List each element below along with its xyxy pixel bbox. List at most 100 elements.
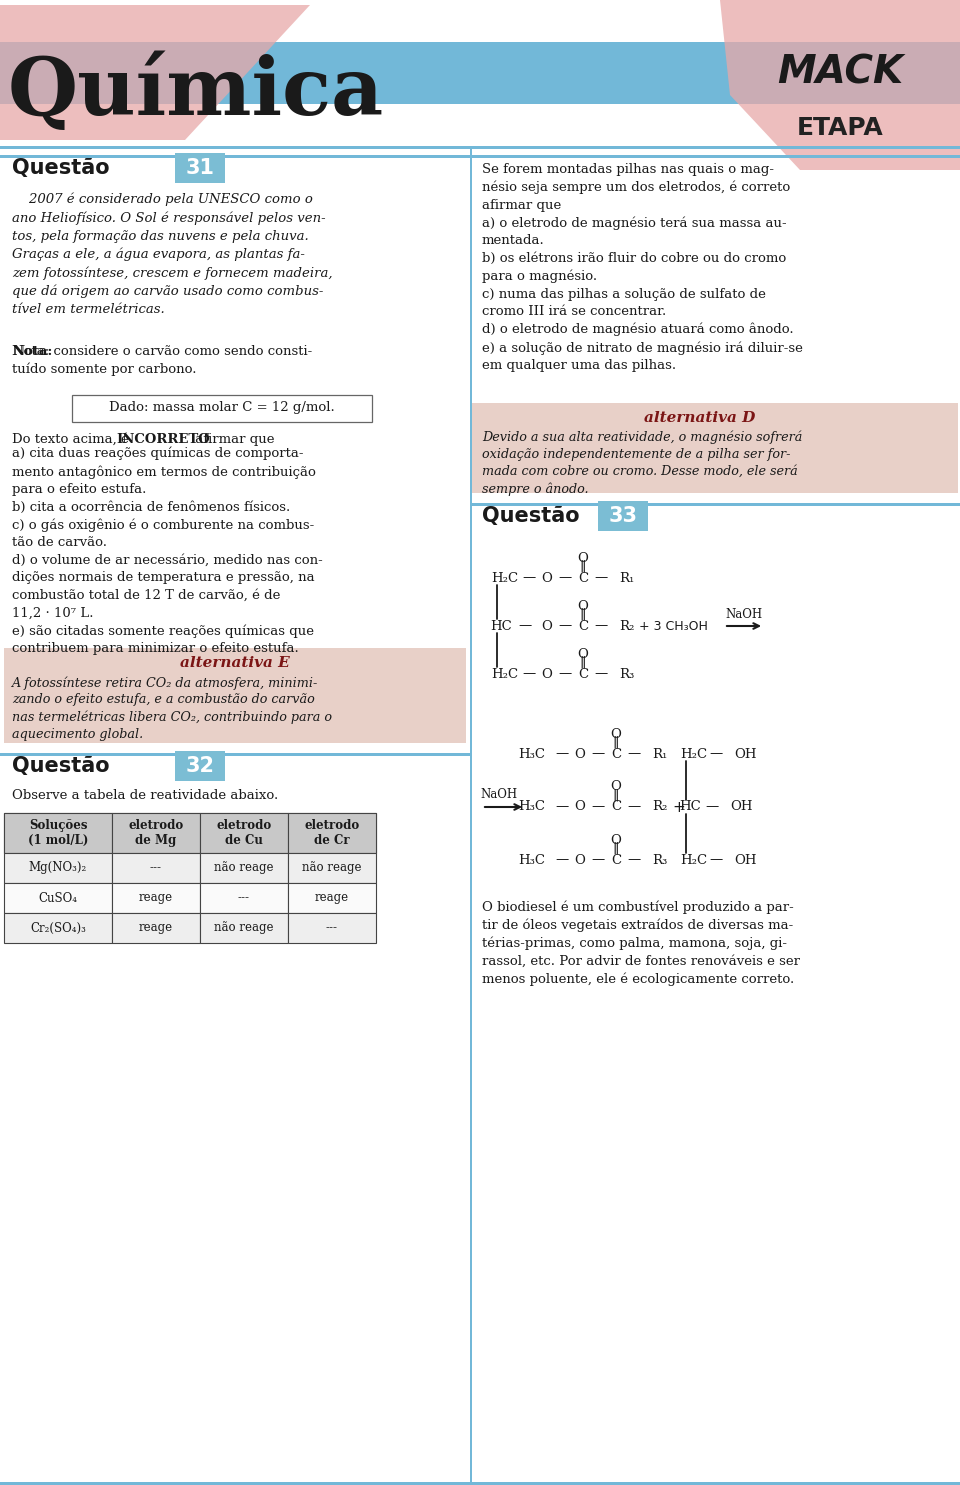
Text: INCORRETO: INCORRETO (116, 434, 209, 445)
Bar (0, 753, 470, 756)
Text: O: O (575, 854, 586, 867)
Text: —: — (559, 572, 571, 585)
Text: O: O (578, 551, 588, 564)
Bar (288, 812, 376, 852)
Bar (598, 500, 648, 532)
Polygon shape (0, 4, 310, 140)
Text: Questão: Questão (12, 157, 109, 178)
Text: ETAPA: ETAPA (797, 116, 883, 140)
Text: 33: 33 (609, 506, 637, 526)
Text: H₂C: H₂C (492, 572, 518, 585)
Bar (200, 812, 288, 852)
Bar (0, 146, 960, 148)
Text: R₂: R₂ (619, 619, 635, 633)
Text: C: C (578, 667, 588, 680)
Text: ‖: ‖ (580, 607, 587, 621)
Text: O: O (541, 619, 552, 633)
Text: ‖: ‖ (612, 789, 619, 802)
Text: —: — (591, 854, 605, 867)
Text: —: — (594, 619, 608, 633)
Text: C: C (578, 619, 588, 633)
Text: ---: --- (238, 891, 250, 904)
Text: ‖: ‖ (580, 655, 587, 668)
Text: —: — (518, 619, 532, 633)
Text: eletrodo
de Cr: eletrodo de Cr (304, 820, 360, 846)
Text: NaOH: NaOH (480, 789, 517, 802)
Text: O: O (575, 800, 586, 814)
Text: +: + (672, 799, 684, 814)
Text: Questão: Questão (12, 756, 109, 777)
Bar (470, 503, 960, 506)
Bar (472, 402, 958, 493)
Text: —: — (709, 854, 723, 867)
Text: —: — (556, 747, 568, 760)
Bar (112, 913, 200, 943)
Text: O: O (611, 781, 621, 793)
Bar (0, 1482, 960, 1485)
Text: 2007 é considerado pela UNESCO como o
ano Heliofísico. O Sol é responsável pelos: 2007 é considerado pela UNESCO como o an… (12, 193, 332, 316)
Text: —: — (522, 572, 536, 585)
Text: —: — (709, 747, 723, 760)
Text: alternativa D: alternativa D (644, 411, 756, 425)
Text: Questão: Questão (482, 506, 580, 526)
Text: + 3 CH₃OH: + 3 CH₃OH (639, 619, 708, 633)
Bar (4, 852, 112, 884)
Text: OH: OH (734, 747, 756, 760)
Bar (0, 42, 960, 104)
Text: H₃C: H₃C (518, 854, 545, 867)
Text: MACK: MACK (777, 53, 903, 91)
Text: H₃C: H₃C (518, 747, 545, 760)
Text: R₁: R₁ (619, 572, 635, 585)
Text: ‖: ‖ (580, 560, 587, 573)
Bar (175, 751, 225, 781)
Text: —: — (591, 747, 605, 760)
Text: ---: --- (326, 922, 338, 934)
Text: O biodiesel é um combustível produzido a par-
tir de óleos vegetais extraídos de: O biodiesel é um combustível produzido a… (482, 900, 800, 986)
Text: ‖: ‖ (612, 842, 619, 854)
Text: Cr₂(SO₄)₃: Cr₂(SO₄)₃ (30, 922, 86, 934)
Text: O: O (611, 728, 621, 741)
Text: Soluções
(1 mol/L): Soluções (1 mol/L) (28, 820, 88, 846)
Bar (112, 812, 200, 852)
Text: —: — (594, 667, 608, 680)
Text: O: O (611, 833, 621, 846)
Text: OH: OH (734, 854, 756, 867)
Text: reage: reage (139, 891, 173, 904)
Text: A fotossíntese retira CO₂ da atmosfera, minimi-
zando o efeito estufa, e a combu: A fotossíntese retira CO₂ da atmosfera, … (12, 676, 332, 741)
Text: O: O (578, 600, 588, 612)
Text: C: C (578, 572, 588, 585)
Bar (0, 154, 470, 157)
Bar (4, 812, 376, 852)
Text: OH: OH (730, 800, 753, 814)
Text: R₂: R₂ (652, 800, 667, 814)
Text: Química: Química (8, 52, 384, 132)
Bar (112, 884, 200, 913)
Text: eletrodo
de Cu: eletrodo de Cu (216, 820, 272, 846)
Text: alternativa E: alternativa E (180, 656, 290, 670)
Text: Mg(NO₃)₂: Mg(NO₃)₂ (29, 861, 87, 875)
Text: C: C (611, 800, 621, 814)
Bar (288, 884, 376, 913)
Text: O: O (541, 667, 552, 680)
Bar (470, 154, 960, 157)
Text: O: O (575, 747, 586, 760)
Text: CuSO₄: CuSO₄ (38, 891, 78, 904)
Bar (112, 852, 200, 884)
Text: —: — (706, 800, 719, 814)
Text: —: — (628, 800, 640, 814)
Text: não reage: não reage (214, 861, 274, 875)
Text: —: — (559, 619, 571, 633)
Text: ‖: ‖ (612, 735, 619, 748)
Text: R₃: R₃ (619, 667, 635, 680)
Text: NaOH: NaOH (726, 607, 762, 621)
Text: —: — (628, 747, 640, 760)
Text: —: — (556, 800, 568, 814)
Text: R₁: R₁ (652, 747, 667, 760)
Text: —: — (591, 800, 605, 814)
Text: H₃C: H₃C (518, 800, 545, 814)
Text: O: O (541, 572, 552, 585)
Text: C: C (611, 747, 621, 760)
Text: H₂C: H₂C (681, 854, 708, 867)
Text: R₃: R₃ (652, 854, 667, 867)
Text: —: — (522, 667, 536, 680)
